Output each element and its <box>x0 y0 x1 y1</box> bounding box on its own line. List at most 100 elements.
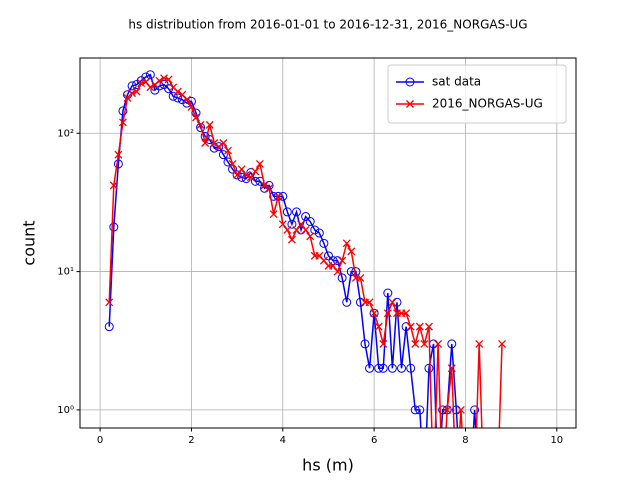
marker <box>173 93 183 103</box>
marker <box>447 364 456 373</box>
marker <box>187 102 196 111</box>
marker <box>182 95 191 104</box>
y-axis-label: count <box>20 220 39 265</box>
marker <box>374 363 384 373</box>
marker <box>356 273 365 282</box>
marker <box>173 87 182 96</box>
marker <box>328 256 338 266</box>
marker <box>287 235 296 244</box>
chart-title: hs distribution from 2016-01-01 to 2016-… <box>128 18 527 32</box>
marker <box>160 74 168 83</box>
marker <box>406 363 416 373</box>
legend-box <box>387 64 567 124</box>
marker <box>342 297 352 307</box>
marker <box>205 120 214 129</box>
x-tick-label: 2 <box>188 435 194 446</box>
marker <box>306 232 315 241</box>
marker <box>415 322 424 331</box>
marker <box>265 184 274 193</box>
marker <box>329 261 337 270</box>
marker <box>342 239 351 248</box>
marker <box>291 207 301 217</box>
legend-marker <box>405 77 415 87</box>
marker <box>192 113 200 122</box>
marker <box>168 91 178 101</box>
marker <box>210 139 219 147</box>
marker <box>337 273 347 283</box>
marker <box>260 181 269 190</box>
marker <box>155 76 164 85</box>
marker <box>305 217 315 227</box>
marker <box>269 210 278 219</box>
marker <box>224 146 232 155</box>
marker <box>323 251 333 261</box>
marker <box>434 339 443 348</box>
marker <box>128 89 137 98</box>
marker <box>420 339 429 348</box>
marker <box>118 106 128 116</box>
marker <box>145 70 155 80</box>
marker <box>105 298 114 307</box>
marker <box>292 225 301 234</box>
marker <box>297 220 306 229</box>
marker <box>387 363 397 373</box>
marker <box>250 176 260 186</box>
legend-label: sat data <box>432 75 481 89</box>
marker <box>237 172 247 182</box>
legend-marker <box>406 100 414 108</box>
marker <box>196 120 205 129</box>
marker <box>237 165 246 174</box>
marker <box>470 405 480 415</box>
marker <box>411 339 420 348</box>
marker <box>251 167 260 176</box>
marker <box>410 405 420 415</box>
marker <box>214 142 224 152</box>
x-tick-label: 4 <box>280 435 286 446</box>
series-line <box>108 77 503 428</box>
marker <box>114 150 123 159</box>
marker <box>287 219 297 229</box>
marker <box>113 159 123 169</box>
marker <box>319 238 329 248</box>
marker <box>338 256 347 265</box>
marker <box>369 308 379 318</box>
marker <box>242 170 251 179</box>
marker <box>146 83 155 92</box>
marker <box>301 225 310 234</box>
marker <box>127 81 137 91</box>
marker <box>219 139 228 147</box>
marker <box>365 298 374 307</box>
marker <box>415 405 425 415</box>
marker <box>498 339 506 348</box>
marker <box>383 309 392 318</box>
x-axis-label: hs (m) <box>302 456 354 475</box>
marker <box>388 298 397 307</box>
marker <box>278 220 287 229</box>
series-line <box>108 73 477 428</box>
x-tick-label: 6 <box>371 435 377 446</box>
plot-area <box>104 70 506 428</box>
marker <box>360 339 370 349</box>
marker <box>347 247 356 256</box>
y-tick-label: 10¹ <box>57 267 74 278</box>
marker <box>118 118 127 127</box>
marker <box>246 173 255 182</box>
marker <box>201 139 210 147</box>
marker <box>475 339 484 348</box>
marker <box>456 405 465 414</box>
marker <box>109 222 119 232</box>
y-tick-label: 10² <box>57 128 74 139</box>
marker <box>228 159 237 168</box>
marker <box>370 309 379 318</box>
marker <box>378 363 388 373</box>
marker <box>282 207 292 217</box>
marker <box>109 181 118 190</box>
marker <box>424 322 433 331</box>
x-tick-label: 10 <box>550 435 563 446</box>
marker <box>209 143 219 153</box>
marker <box>333 267 342 276</box>
marker <box>274 192 283 201</box>
marker <box>283 225 292 234</box>
